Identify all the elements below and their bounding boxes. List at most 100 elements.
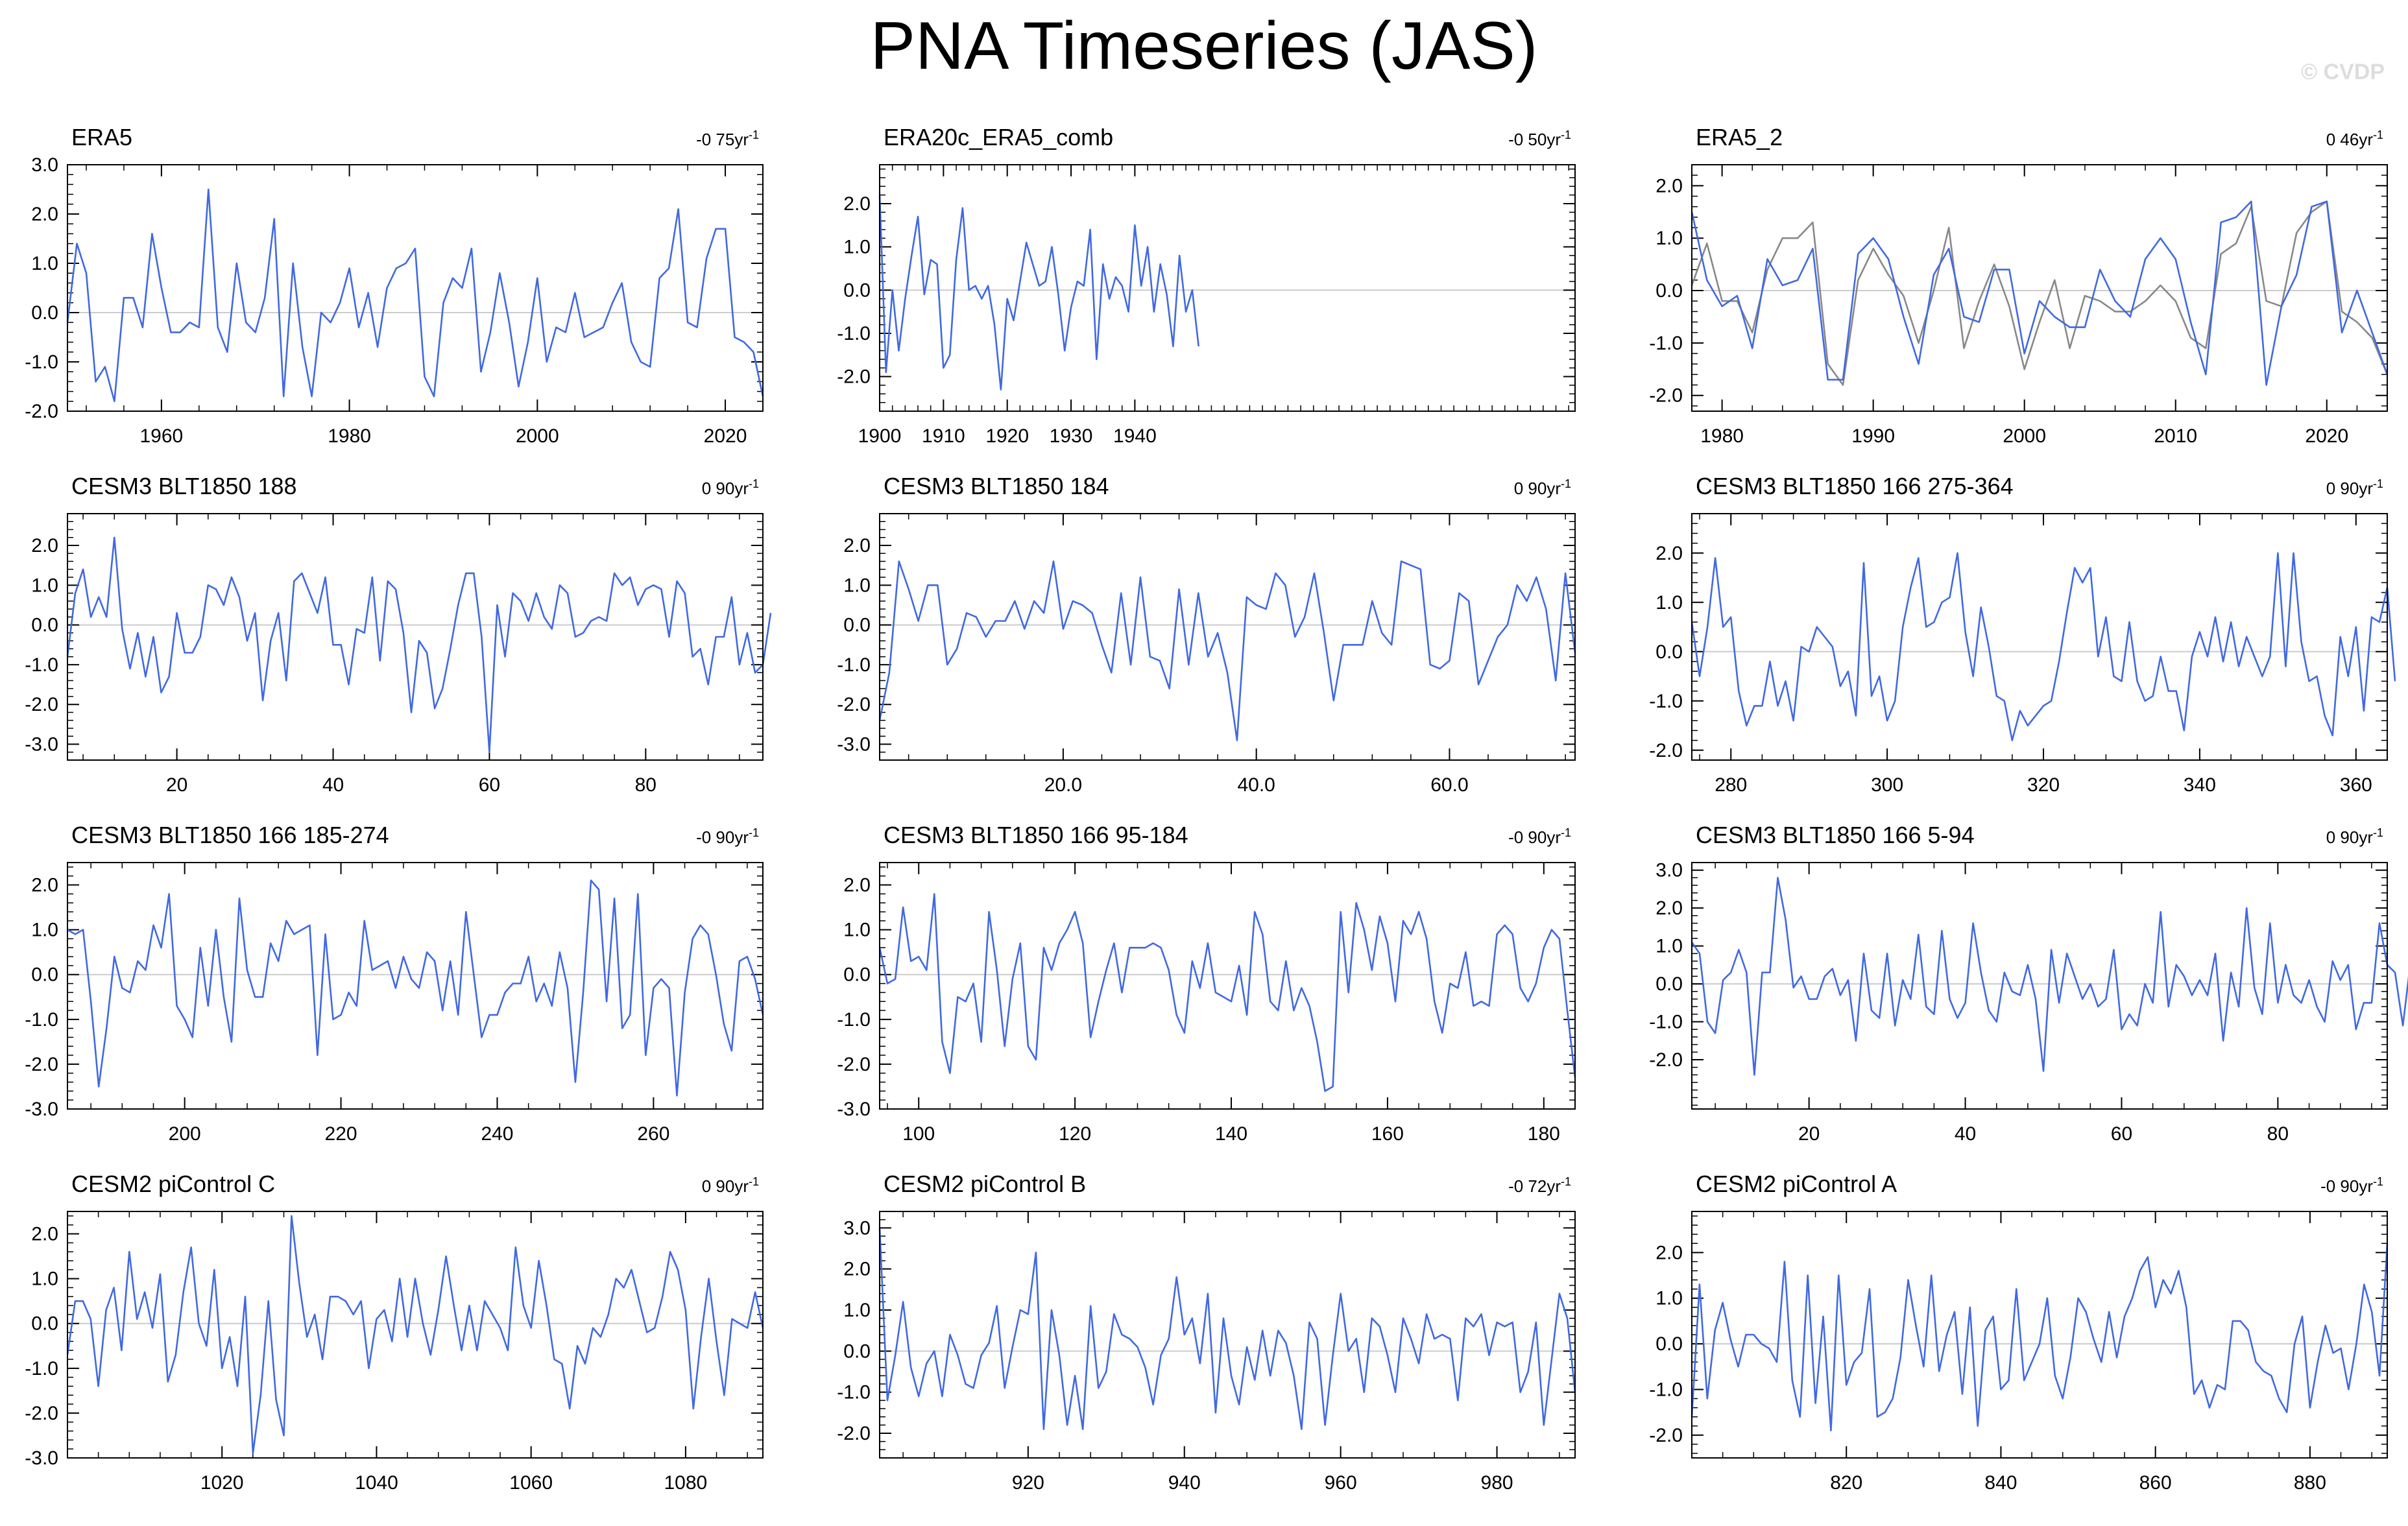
x-tick-label: 60 [479,774,500,796]
x-tick-label: 1040 [355,1472,398,1494]
y-tick-label: 2.0 [843,1259,871,1280]
series-line [878,195,1199,391]
trend-exponent: -1 [2373,1175,2383,1188]
panel-title: ERA5_2 [1696,124,1783,150]
x-tick-label: 940 [1168,1472,1201,1494]
x-tick-label: 200 [169,1123,201,1145]
panel-12: CESM2 piControl A -0 90yr-1 820 840 860 880 -2… [1649,1171,2389,1494]
series-line [878,893,1576,1092]
x-tick-label: 40.0 [1237,774,1275,796]
y-tick-label: -1.0 [1649,1012,1683,1033]
x-tick-label: 60 [2111,1123,2132,1145]
panel-trend: -0 75yr-1 [696,128,759,149]
x-tick-label: 1940 [1113,425,1157,447]
panel-3: ERA5_2 0 46yr-1 1980 1990 2000 2010 2020 -2.0 -1… [1649,124,2389,447]
panel-trend: 0 46yr-1 [2326,128,2383,149]
plot-frame [67,513,764,761]
y-tick-label: -1.0 [1649,691,1683,712]
y-tick-label: -1.0 [837,654,871,676]
panel-6: CESM3 BLT1850 166 275-364 0 90yr-1 280 300 3… [1649,473,2396,796]
y-tick-label: -3.0 [25,1448,58,1469]
x-tick-label: 1080 [664,1472,708,1494]
plot-frame [879,1211,1576,1459]
x-tick-label: 960 [1325,1472,1357,1494]
y-tick-label: 0.0 [843,280,871,301]
panel-title: CESM3 BLT1850 166 275-364 [1696,473,2014,499]
y-tick-label: 1.0 [843,237,871,258]
trend-exponent: -1 [749,477,759,490]
y-tick-label: -3.0 [837,733,871,755]
y-tick-label: 2.0 [1655,898,1683,919]
panel-trend: 0 90yr-1 [1514,477,1571,498]
y-tick-label: 0.0 [1655,973,1683,995]
y-tick-label: 1.0 [1655,228,1683,249]
panel-trend: -0 90yr-1 [1508,826,1571,847]
cvdp-watermark: © CVDP [2301,60,2385,84]
y-tick-label: 2.0 [1655,175,1683,197]
plot-frame [67,1211,764,1459]
figure-title: PNA Timeseries (JAS) [870,8,1538,84]
x-tick-label: 980 [1481,1472,1513,1494]
x-tick-label: 2010 [2154,425,2197,447]
x-tick-label: 920 [1012,1472,1044,1494]
y-tick-label: -2.0 [1649,1049,1683,1071]
x-tick-label: 340 [2184,774,2216,796]
y-tick-label: 0.0 [843,1341,871,1362]
panel-title: CESM3 BLT1850 166 185-274 [71,822,389,848]
y-tick-label: -2.0 [837,1054,871,1075]
series-line [66,536,772,753]
plot-frame [879,862,1576,1110]
panel-title: CESM3 BLT1850 188 [71,473,297,499]
x-tick-label: 1020 [200,1472,244,1494]
y-tick-label: 2.0 [31,1224,58,1245]
y-tick-label: 1.0 [843,920,871,941]
y-tick-label: 1.0 [1655,592,1683,614]
y-tick-label: -2.0 [1649,385,1683,407]
x-tick-label: 1900 [858,425,902,447]
trend-exponent: -1 [1561,477,1571,490]
y-tick-label: 0.0 [31,1313,58,1335]
panel-trend: 0 90yr-1 [2326,826,2383,847]
panel-trend: -0 90yr-1 [2320,1175,2383,1196]
y-tick-label: -3.0 [25,1099,58,1120]
panel-2: ERA20c_ERA5_comb -0 50yr-1 1900 1910 1920 193… [837,124,1576,447]
x-tick-label: 140 [1215,1123,1247,1145]
panel-title: ERA20c_ERA5_comb [884,124,1113,150]
x-tick-label: 1990 [1851,425,1895,447]
x-tick-label: 240 [481,1123,513,1145]
y-tick-label: 2.0 [1655,1242,1683,1263]
reference-line [1691,200,2389,386]
y-tick-label: -2.0 [837,366,871,388]
trend-exponent: -1 [1561,128,1571,141]
y-tick-label: -1.0 [837,1009,871,1031]
plot-frame [1691,513,2388,761]
x-tick-label: 820 [1830,1472,1862,1494]
y-tick-label: 1.0 [1655,1288,1683,1309]
y-tick-label: -1.0 [25,1358,58,1379]
y-tick-label: -1.0 [837,1382,871,1403]
x-tick-label: 2000 [516,425,559,447]
x-tick-label: 880 [2294,1472,2326,1494]
y-tick-label: -2.0 [1649,1425,1683,1446]
panel-title: CESM2 piControl B [884,1171,1086,1197]
y-tick-label: -1.0 [25,1009,58,1031]
y-tick-label: 2.0 [31,204,58,225]
y-tick-label: -1.0 [25,654,58,676]
plot-frame [67,164,764,412]
series-line [1691,552,2396,741]
x-tick-label: 120 [1059,1123,1091,1145]
trend-exponent: -1 [2373,477,2383,490]
y-tick-label: -2.0 [25,401,58,422]
x-tick-label: 40 [1955,1123,1976,1145]
panel-trend: -0 72yr-1 [1508,1175,1571,1196]
panel-trend: 0 90yr-1 [702,477,759,498]
panel-10: CESM2 piControl C 0 90yr-1 1020 1040 1060 108… [25,1171,764,1494]
x-tick-label: 160 [1371,1123,1404,1145]
x-tick-label: 1980 [1700,425,1744,447]
y-tick-label: 0.0 [1655,280,1683,302]
series-line [66,1215,764,1455]
series-line [1691,1243,2389,1432]
trend-exponent: -1 [2373,826,2383,839]
panel-1: ERA5 -0 75yr-1 1960 1980 2000 2020 -2.0 -1.0 0.0… [25,124,764,447]
y-tick-label: 2.0 [843,193,871,215]
